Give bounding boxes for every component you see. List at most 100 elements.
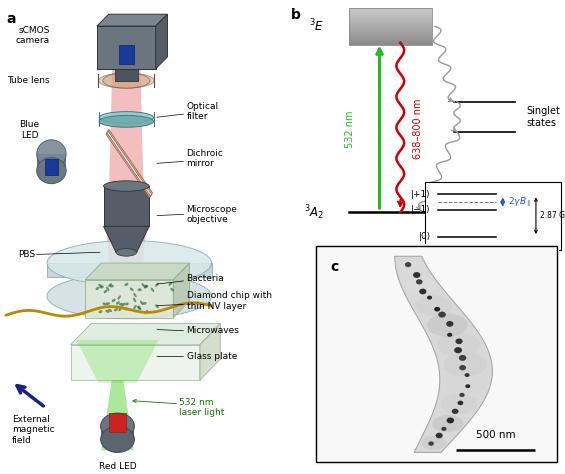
Ellipse shape bbox=[138, 305, 141, 310]
Ellipse shape bbox=[427, 314, 468, 337]
Bar bbox=[349, 30, 432, 32]
Bar bbox=[349, 41, 432, 43]
Ellipse shape bbox=[421, 436, 446, 450]
Text: 532 nm: 532 nm bbox=[345, 110, 355, 147]
Polygon shape bbox=[97, 26, 156, 69]
Bar bbox=[349, 39, 432, 41]
Ellipse shape bbox=[98, 284, 102, 287]
Ellipse shape bbox=[140, 301, 144, 305]
Ellipse shape bbox=[138, 288, 142, 291]
Ellipse shape bbox=[100, 285, 104, 288]
Ellipse shape bbox=[137, 306, 141, 310]
Ellipse shape bbox=[98, 310, 102, 313]
Polygon shape bbox=[156, 14, 167, 69]
Ellipse shape bbox=[108, 309, 112, 312]
Ellipse shape bbox=[464, 373, 470, 377]
Bar bbox=[349, 9, 432, 11]
Ellipse shape bbox=[119, 303, 123, 306]
Bar bbox=[349, 36, 432, 38]
Ellipse shape bbox=[458, 401, 463, 405]
Ellipse shape bbox=[437, 333, 480, 357]
Ellipse shape bbox=[454, 347, 462, 353]
Ellipse shape bbox=[47, 274, 211, 319]
Text: 500 nm: 500 nm bbox=[476, 430, 515, 440]
Polygon shape bbox=[85, 263, 189, 280]
Ellipse shape bbox=[432, 415, 463, 432]
Ellipse shape bbox=[466, 384, 470, 388]
Text: Dichroic
mirror: Dichroic mirror bbox=[186, 149, 223, 168]
Ellipse shape bbox=[455, 338, 463, 344]
Text: a: a bbox=[6, 12, 15, 26]
Ellipse shape bbox=[434, 307, 440, 311]
Ellipse shape bbox=[446, 418, 454, 423]
Text: Glass plate: Glass plate bbox=[186, 352, 237, 361]
Text: 2.87 GHz: 2.87 GHz bbox=[540, 211, 565, 220]
Text: Optical
filter: Optical filter bbox=[186, 102, 219, 121]
Ellipse shape bbox=[419, 289, 427, 294]
Ellipse shape bbox=[101, 413, 134, 439]
Bar bbox=[101, 426, 134, 439]
Bar bbox=[115, 69, 138, 81]
Ellipse shape bbox=[155, 304, 159, 308]
Ellipse shape bbox=[415, 295, 453, 316]
Ellipse shape bbox=[142, 283, 145, 287]
Text: 638–800 nm: 638–800 nm bbox=[413, 99, 423, 159]
Text: |0⟩: |0⟩ bbox=[419, 232, 431, 241]
Bar bbox=[349, 13, 432, 15]
Text: Bacteria: Bacteria bbox=[186, 274, 224, 283]
Polygon shape bbox=[395, 256, 493, 452]
Ellipse shape bbox=[144, 285, 147, 289]
Ellipse shape bbox=[441, 427, 446, 431]
Bar bbox=[349, 38, 432, 39]
Ellipse shape bbox=[405, 262, 411, 267]
Bar bbox=[45, 159, 58, 175]
Ellipse shape bbox=[121, 302, 125, 307]
Ellipse shape bbox=[114, 308, 118, 311]
Ellipse shape bbox=[145, 310, 148, 314]
Ellipse shape bbox=[459, 355, 466, 361]
Ellipse shape bbox=[168, 282, 172, 286]
Polygon shape bbox=[71, 345, 200, 380]
Bar bbox=[349, 28, 432, 30]
Ellipse shape bbox=[106, 287, 110, 291]
Text: Microwaves: Microwaves bbox=[186, 327, 240, 335]
Ellipse shape bbox=[438, 311, 446, 318]
Ellipse shape bbox=[445, 373, 485, 396]
Bar bbox=[349, 11, 432, 13]
Ellipse shape bbox=[459, 393, 464, 397]
Ellipse shape bbox=[101, 427, 134, 452]
Text: Red LED: Red LED bbox=[99, 462, 136, 471]
Text: $2\gamma B_{\parallel}$: $2\gamma B_{\parallel}$ bbox=[508, 195, 531, 209]
Ellipse shape bbox=[116, 248, 137, 256]
Bar bbox=[349, 23, 432, 25]
Bar bbox=[349, 43, 432, 45]
Text: |−1⟩: |−1⟩ bbox=[411, 205, 431, 214]
Bar bbox=[349, 15, 432, 17]
Ellipse shape bbox=[37, 157, 66, 184]
Ellipse shape bbox=[112, 299, 116, 302]
Ellipse shape bbox=[427, 296, 432, 300]
Ellipse shape bbox=[108, 283, 112, 287]
Text: 532 nm
laser light: 532 nm laser light bbox=[179, 398, 225, 417]
Text: Singlet
states: Singlet states bbox=[526, 106, 560, 128]
Text: sCMOS
camera: sCMOS camera bbox=[16, 26, 50, 45]
Ellipse shape bbox=[99, 116, 154, 128]
Ellipse shape bbox=[133, 293, 137, 297]
Ellipse shape bbox=[110, 285, 114, 288]
Ellipse shape bbox=[103, 181, 149, 191]
Ellipse shape bbox=[37, 140, 66, 168]
Text: $^3$A$_2$: $^3$A$_2$ bbox=[304, 203, 324, 222]
Ellipse shape bbox=[405, 277, 437, 294]
Ellipse shape bbox=[151, 288, 154, 292]
Ellipse shape bbox=[441, 393, 477, 414]
FancyBboxPatch shape bbox=[425, 182, 561, 250]
Ellipse shape bbox=[413, 272, 420, 278]
Ellipse shape bbox=[155, 283, 159, 287]
Bar bbox=[103, 186, 149, 227]
Ellipse shape bbox=[118, 295, 121, 300]
Ellipse shape bbox=[133, 298, 136, 302]
Text: External
magnetic
field: External magnetic field bbox=[12, 415, 54, 445]
Bar bbox=[349, 8, 432, 45]
Bar bbox=[106, 129, 153, 198]
Ellipse shape bbox=[436, 433, 443, 438]
